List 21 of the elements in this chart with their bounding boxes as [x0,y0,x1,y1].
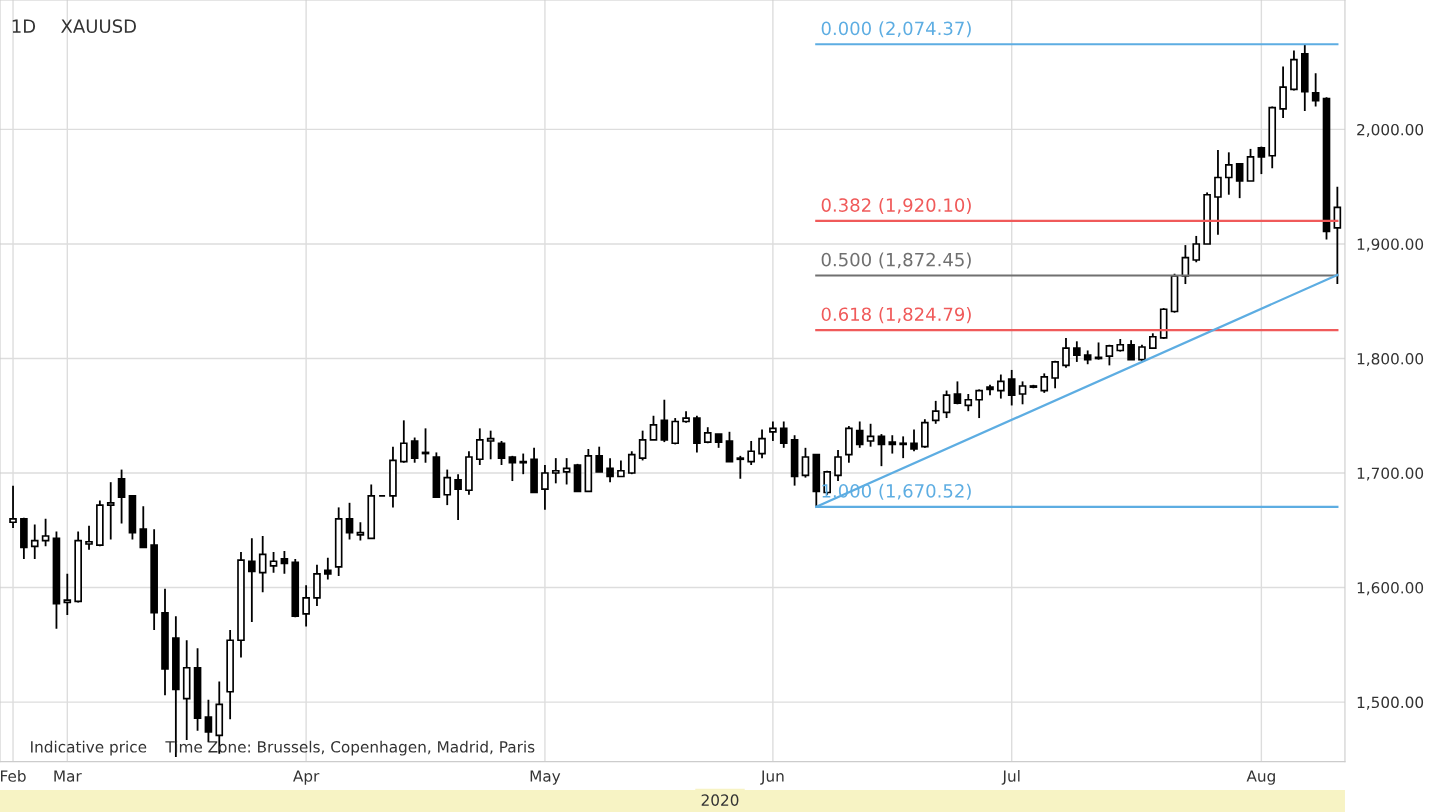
x-tick-label: Feb [1,769,26,782]
series-label: 0.500 (1,872.45) [821,252,971,269]
series-label: 0.000 (2,074.37) [821,21,971,38]
y-tick-label: 1,700.00 [1357,467,1424,481]
x-tick-label: Jun [760,770,784,785]
text: XAUUSD [61,19,136,34]
x-tick-label: May [530,770,561,785]
annotation: Indicative price [31,740,147,756]
x-tick-label: Jul [1001,769,1020,785]
y-tick-label: 2,000.00 [1357,123,1424,137]
x-tick-label: Aug [1246,770,1275,785]
y-tick-label: 1,600.00 [1357,582,1424,596]
series-label: 0.618 (1,824.79) [821,307,971,324]
x-tick-label: Mar [54,770,82,782]
x-tick-label: Apr [293,770,320,785]
text: 1D [12,19,36,33]
y-tick-label: 1,800.00 [1357,352,1424,367]
x-axis-title: 2020 [701,794,739,806]
series-label: 0.382 (1,920.10) [821,197,971,215]
y-tick-label: 1,500.00 [1357,696,1424,710]
y-tick-label: 1,900.00 [1357,238,1424,252]
